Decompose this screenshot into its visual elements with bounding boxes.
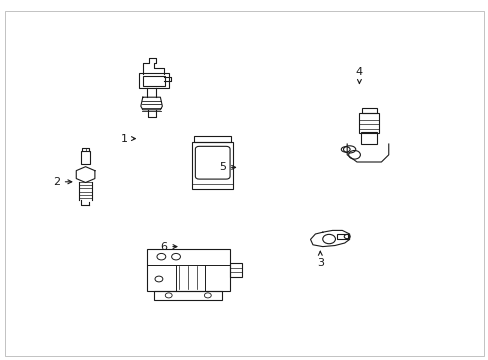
- Bar: [359, 113, 378, 133]
- Bar: [142, 76, 165, 86]
- Bar: [146, 249, 229, 291]
- Bar: [191, 142, 233, 189]
- Text: 1: 1: [121, 134, 135, 144]
- Text: 6: 6: [160, 242, 177, 252]
- Text: 5: 5: [219, 162, 235, 172]
- Bar: [229, 263, 242, 277]
- Bar: [337, 234, 347, 239]
- Bar: [139, 73, 168, 88]
- Text: 3: 3: [316, 251, 323, 268]
- Bar: [361, 108, 376, 113]
- Bar: [194, 136, 231, 142]
- Bar: [361, 132, 376, 144]
- Text: 2: 2: [53, 177, 72, 187]
- Bar: [81, 151, 90, 164]
- Text: 4: 4: [355, 67, 362, 84]
- Bar: [154, 291, 222, 300]
